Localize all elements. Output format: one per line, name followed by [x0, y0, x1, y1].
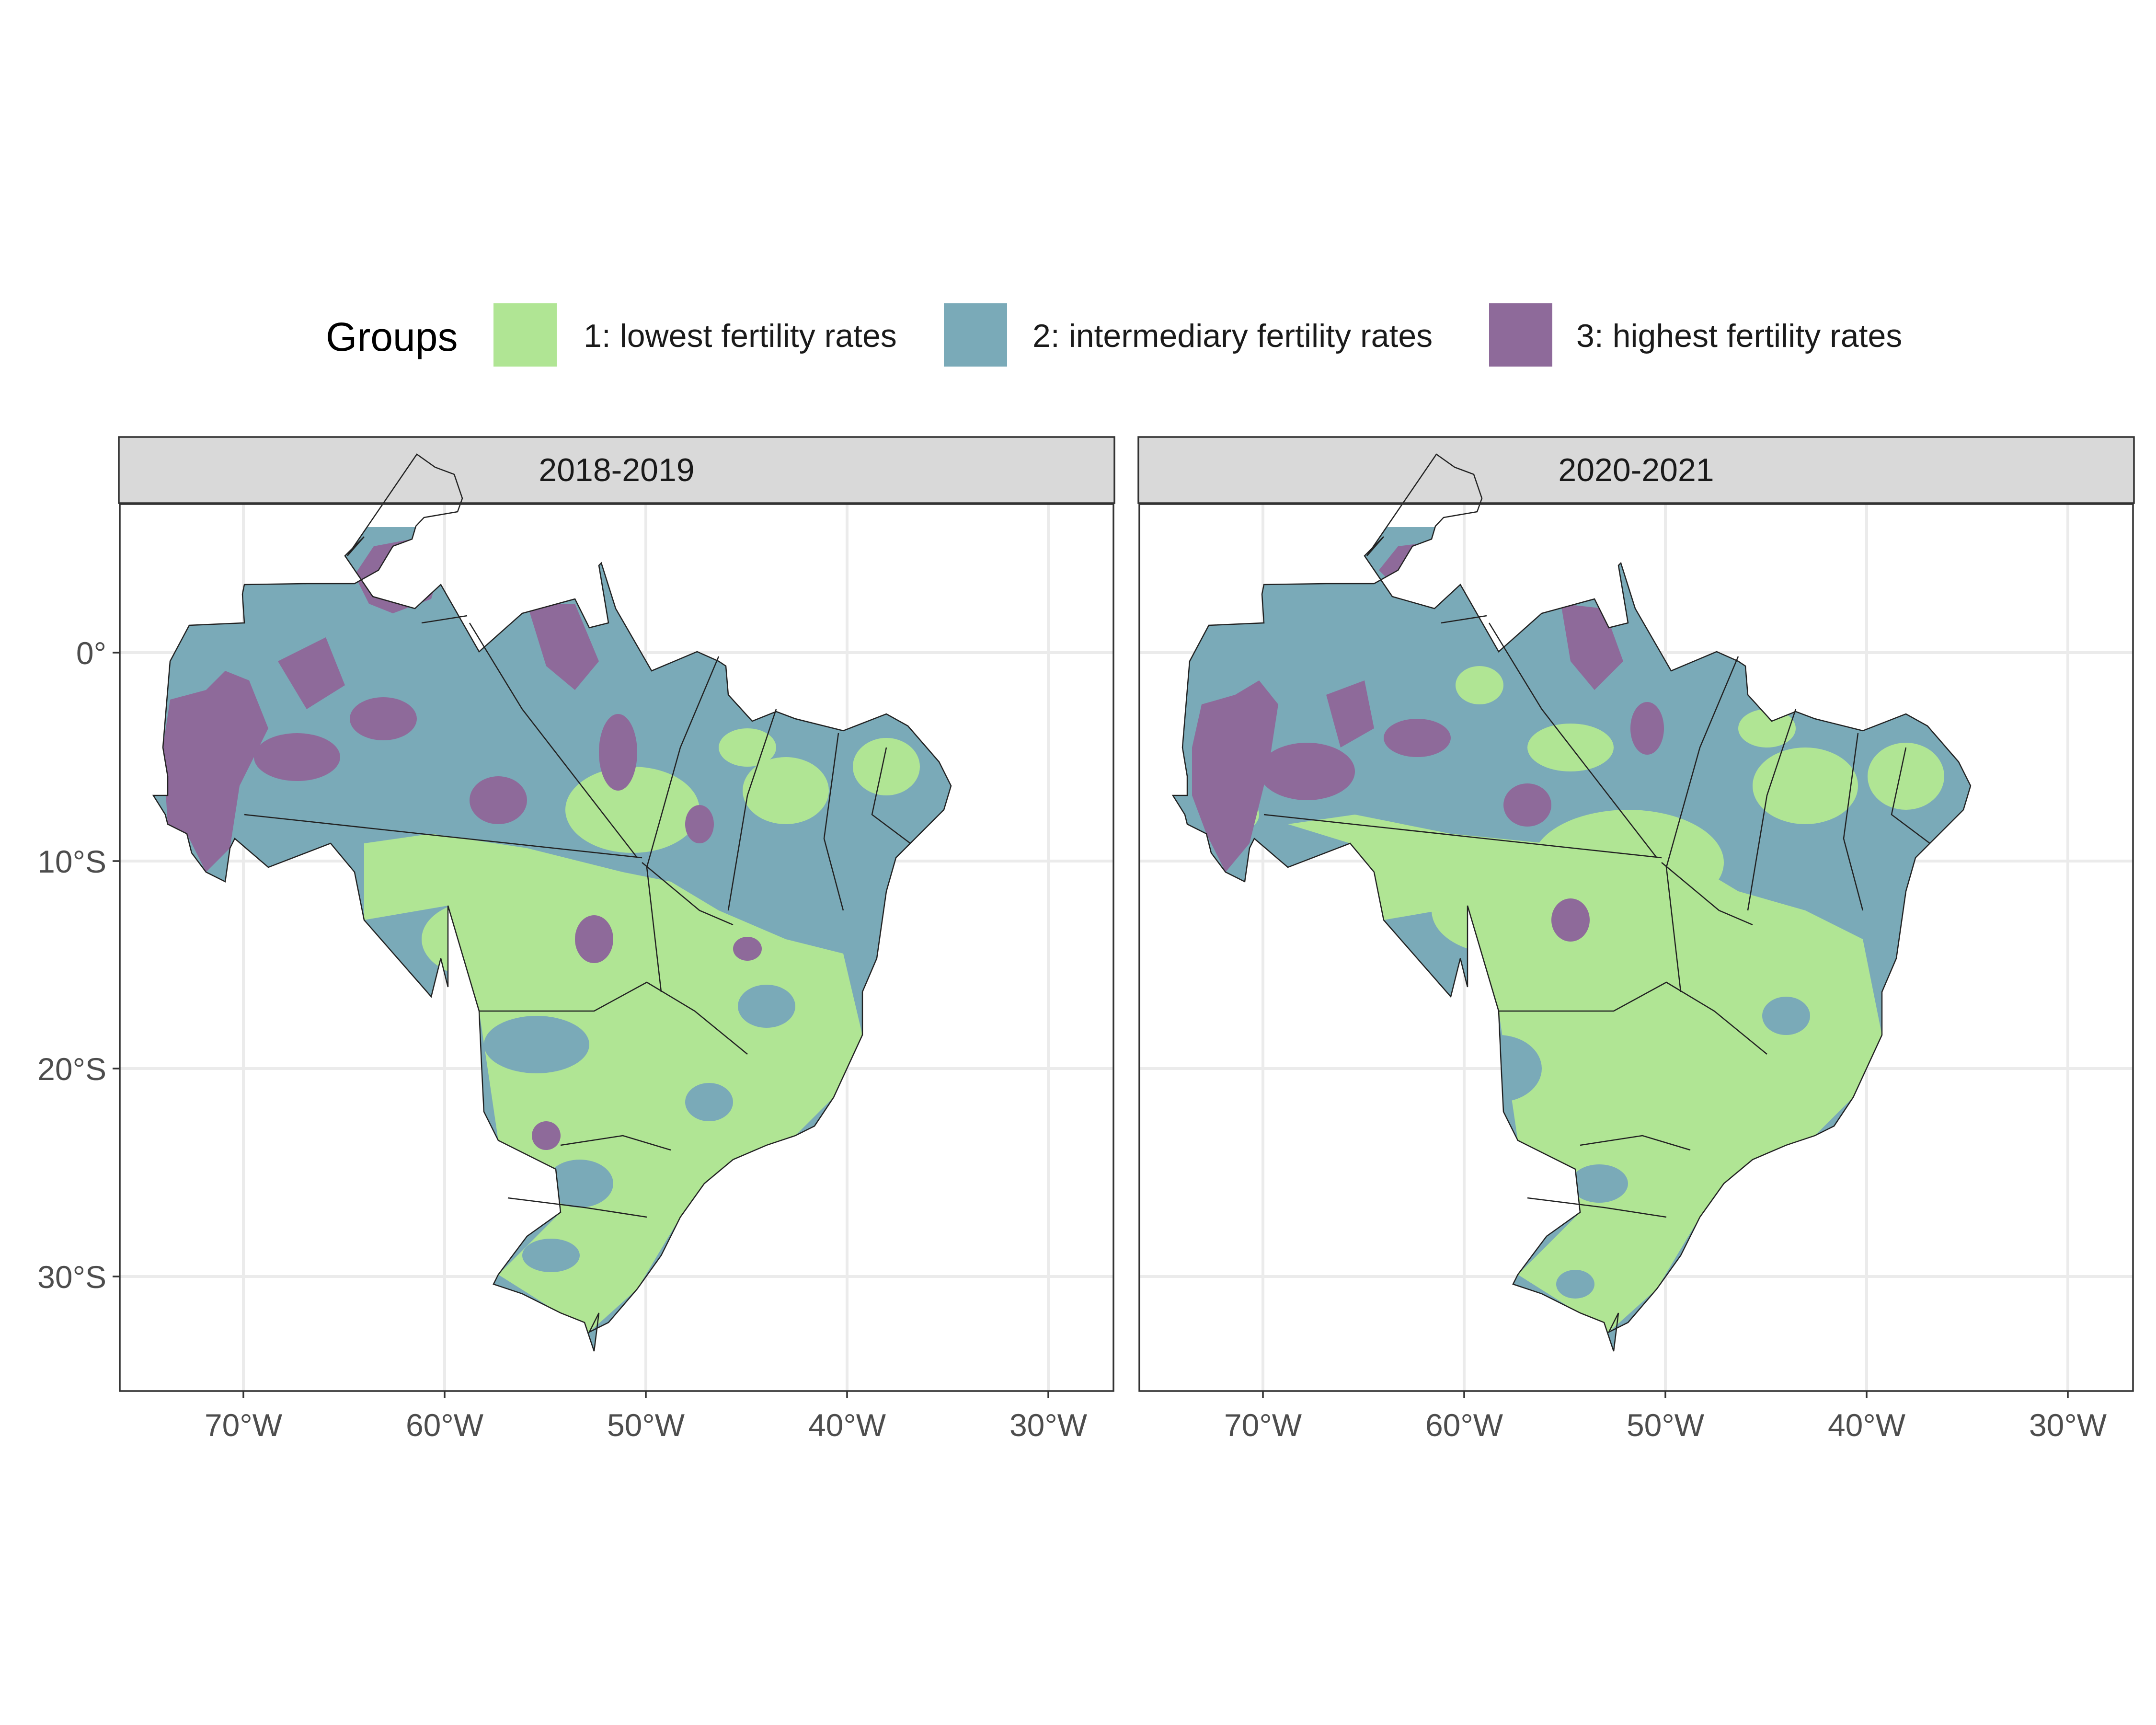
panel-border [1138, 503, 2134, 1392]
x-axis: 70°W 60°W 50°W 40°W 30°W [205, 1391, 1088, 1443]
group-1-regions [1202, 666, 1944, 1332]
x-tick-label: 60°W [406, 1407, 484, 1443]
y-tick-label: 30°S [37, 1259, 106, 1295]
legend-key-intermediary [944, 303, 1007, 367]
facet-title: 2018-2019 [539, 452, 694, 488]
legend-item-1: 1: lowest fertility rates [493, 303, 897, 367]
x-tick-label: 50°W [607, 1407, 685, 1443]
legend-item-3: 3: highest fertility rates [1489, 303, 1902, 367]
y-tick-label: 20°S [37, 1051, 106, 1087]
y-tick-label: 10°S [37, 844, 106, 879]
brazil-map [1172, 453, 1972, 1352]
x-tick-label: 40°W [1828, 1407, 1906, 1443]
panel-border [119, 503, 1114, 1392]
facet-title: 2020-2021 [1558, 452, 1714, 488]
legend-label-highest: 3: highest fertility rates [1576, 318, 1902, 354]
x-tick-label: 70°W [205, 1407, 283, 1443]
x-tick-label: 50°W [1627, 1407, 1705, 1443]
x-tick-label: 40°W [808, 1407, 886, 1443]
state-borders [1263, 615, 1930, 1218]
legend-key-highest [1489, 303, 1552, 367]
y-axis: 0° 10°S 20°S 30°S [37, 635, 120, 1295]
panel-2018-2019: 2018-2019 [37, 436, 1115, 1443]
legend: Groups 1: lowest fertility rates 2: inte… [326, 303, 1902, 367]
x-tick-label: 70°W [1224, 1407, 1302, 1443]
legend-label-lowest: 1: lowest fertility rates [584, 318, 897, 354]
brazil-map [152, 453, 952, 1352]
x-tick-label: 60°W [1425, 1407, 1503, 1443]
legend-label-intermediary: 2: intermediary fertility rates [1032, 318, 1433, 354]
x-axis: 70°W 60°W 50°W 40°W 30°W [1224, 1391, 2107, 1443]
y-tick-label: 0° [76, 635, 106, 671]
facet-strip [1137, 436, 2135, 504]
legend-title: Groups [326, 314, 458, 359]
x-tick-label: 30°W [1009, 1407, 1088, 1443]
facet-strip [118, 436, 1115, 504]
legend-item-2: 2: intermediary fertility rates [944, 303, 1433, 367]
panel-2020-2021: 2020-2021 [1137, 436, 2135, 1443]
group-2-patches [484, 985, 795, 1272]
x-tick-label: 30°W [2029, 1407, 2107, 1443]
state-borders [244, 615, 911, 1218]
legend-key-lowest [493, 303, 557, 367]
